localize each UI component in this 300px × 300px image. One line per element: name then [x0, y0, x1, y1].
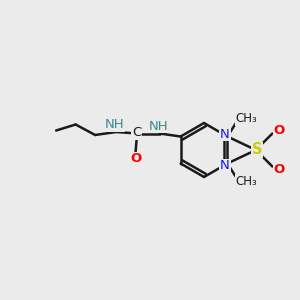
Text: CH₃: CH₃	[236, 175, 257, 188]
Text: S: S	[252, 142, 262, 158]
Text: N: N	[220, 159, 230, 172]
Text: O: O	[273, 163, 285, 176]
Text: O: O	[130, 152, 141, 166]
Text: N: N	[220, 128, 230, 141]
Text: NH: NH	[105, 118, 124, 131]
Text: C: C	[132, 126, 141, 140]
Text: O: O	[273, 124, 285, 137]
Text: NH: NH	[148, 119, 168, 133]
Text: CH₃: CH₃	[236, 112, 257, 125]
